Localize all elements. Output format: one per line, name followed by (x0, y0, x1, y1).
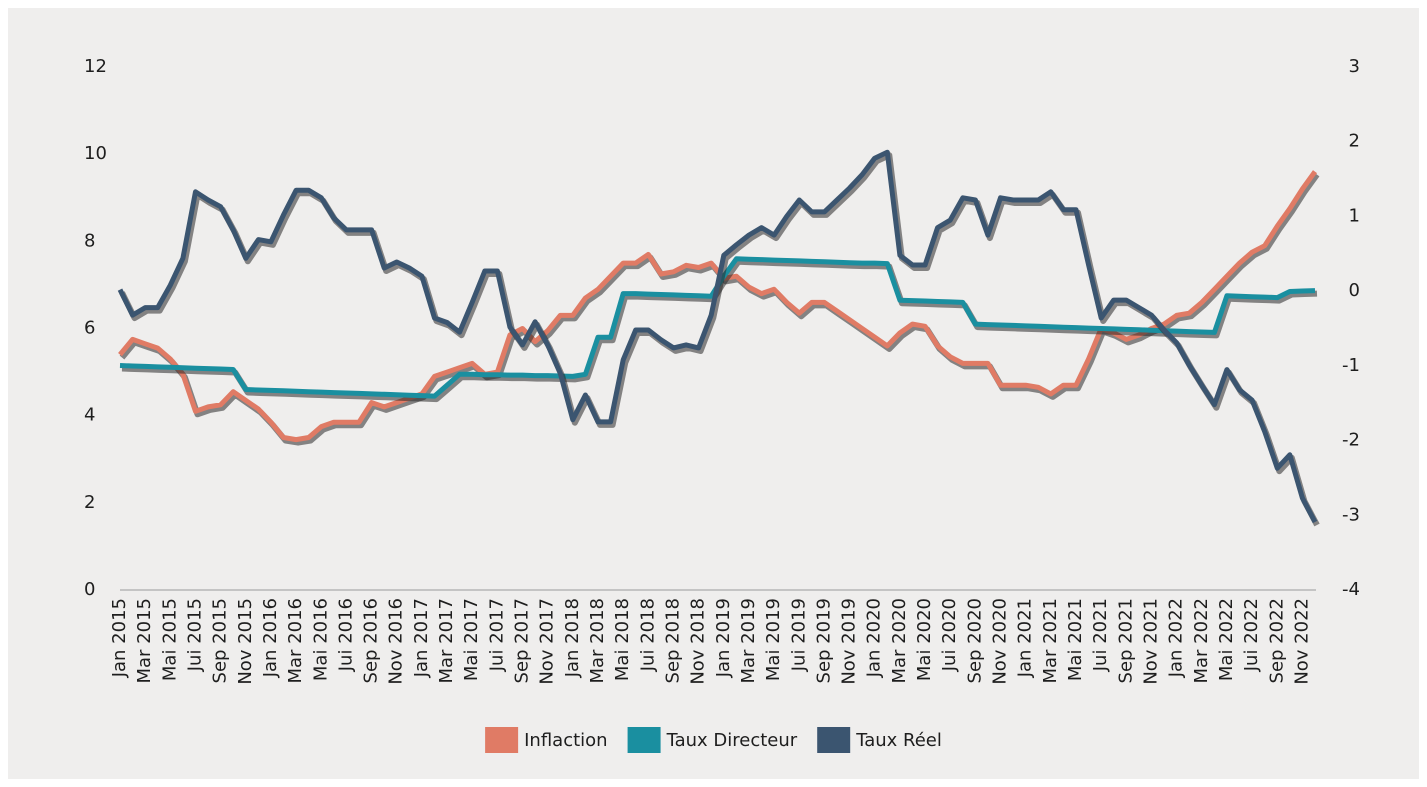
y-tick-label: 12 (84, 56, 107, 77)
chart-background (8, 8, 1419, 779)
x-tick-label: Mai 2017 (461, 598, 482, 681)
legend-label: Inflaction (524, 730, 607, 751)
legend-label: Taux Réel (855, 730, 942, 751)
x-tick-label: Jui 2020 (939, 598, 960, 672)
x-tick-label: Jan 2018 (562, 598, 583, 678)
legend-swatch (817, 727, 851, 753)
y-tick-label: 10 (84, 143, 107, 164)
y2-tick-label: 2 (1349, 131, 1360, 152)
x-tick-label: Nov 2015 (235, 598, 256, 685)
x-tick-label: Mai 2015 (159, 598, 180, 681)
x-tick-label: Jui 2018 (637, 598, 658, 672)
y2-tick-label: 1 (1349, 205, 1360, 226)
x-tick-label: Nov 2018 (688, 598, 709, 685)
x-tick-label: Mar 2015 (134, 598, 155, 684)
x-tick-label: Sep 2022 (1266, 598, 1287, 683)
y-tick-label: 6 (84, 318, 95, 339)
x-tick-label: Sep 2021 (1115, 598, 1136, 683)
y2-tick-label: -2 (1342, 430, 1360, 451)
y-tick-label: 4 (84, 405, 95, 426)
x-tick-label: Jui 2017 (486, 598, 507, 672)
legend-label: Taux Directeur (666, 730, 798, 751)
x-tick-label: Nov 2016 (386, 598, 407, 685)
x-tick-label: Jan 2022 (1166, 598, 1187, 678)
legend: Inflaction Taux Directeur Taux Réel (485, 727, 942, 753)
y-tick-label: 2 (84, 492, 95, 513)
y-tick-label: 8 (84, 230, 95, 251)
x-tick-label: Mai 2022 (1216, 598, 1237, 681)
x-tick-label: Jan 2016 (260, 598, 281, 678)
x-tick-label: Nov 2021 (1140, 598, 1161, 685)
x-tick-label: Mai 2019 (763, 598, 784, 681)
x-tick-label: Jui 2019 (788, 598, 809, 672)
x-tick-label: Nov 2020 (990, 598, 1011, 685)
x-tick-label: Mar 2018 (587, 598, 608, 684)
x-tick-label: Mar 2020 (889, 598, 910, 684)
x-tick-label: Mar 2022 (1191, 598, 1212, 684)
y2-tick-label: -3 (1342, 504, 1360, 525)
x-tick-label: Mar 2021 (1040, 598, 1061, 684)
y2-tick-label: 0 (1349, 280, 1360, 301)
x-tick-label: Sep 2018 (662, 598, 683, 683)
x-tick-label: Mai 2021 (1065, 598, 1086, 681)
x-tick-label: Jan 2017 (411, 598, 432, 678)
x-tick-label: Nov 2019 (839, 598, 860, 685)
x-tick-label: Sep 2020 (964, 598, 985, 683)
x-tick-label: Jui 2021 (1090, 598, 1111, 672)
y2-tick-label: -4 (1342, 579, 1360, 600)
x-tick-label: Jan 2020 (864, 598, 885, 678)
x-tick-label: Jan 2021 (1015, 598, 1036, 678)
x-tick-label: Mar 2016 (285, 598, 306, 684)
line (117, 149, 1318, 524)
x-tick-label: Nov 2017 (537, 598, 558, 685)
x-tick-label: Mar 2017 (436, 598, 457, 684)
x-tick-label: Jan 2015 (109, 598, 130, 678)
x-tick-label: Mar 2019 (738, 598, 759, 684)
x-tick-label: Mai 2016 (310, 598, 331, 681)
x-tick-label: Sep 2015 (210, 598, 231, 683)
y2-tick-label: 3 (1349, 56, 1360, 77)
x-tick-label: Jui 2022 (1241, 598, 1262, 672)
x-tick-label: Jan 2019 (713, 598, 734, 678)
x-tick-label: Mai 2018 (612, 598, 633, 681)
x-tick-label: Sep 2019 (813, 598, 834, 683)
legend-swatch (485, 727, 519, 753)
y-tick-label: 0 (84, 579, 95, 600)
x-tick-label: Sep 2017 (512, 598, 533, 683)
x-tick-label: Jui 2015 (184, 598, 205, 672)
x-tick-label: Mai 2020 (914, 598, 935, 681)
y2-tick-label: -1 (1342, 355, 1360, 376)
legend-swatch (627, 727, 661, 753)
x-tick-label: Nov 2022 (1291, 598, 1312, 685)
x-tick-label: Jui 2016 (335, 598, 356, 672)
x-tick-label: Sep 2016 (361, 598, 382, 683)
